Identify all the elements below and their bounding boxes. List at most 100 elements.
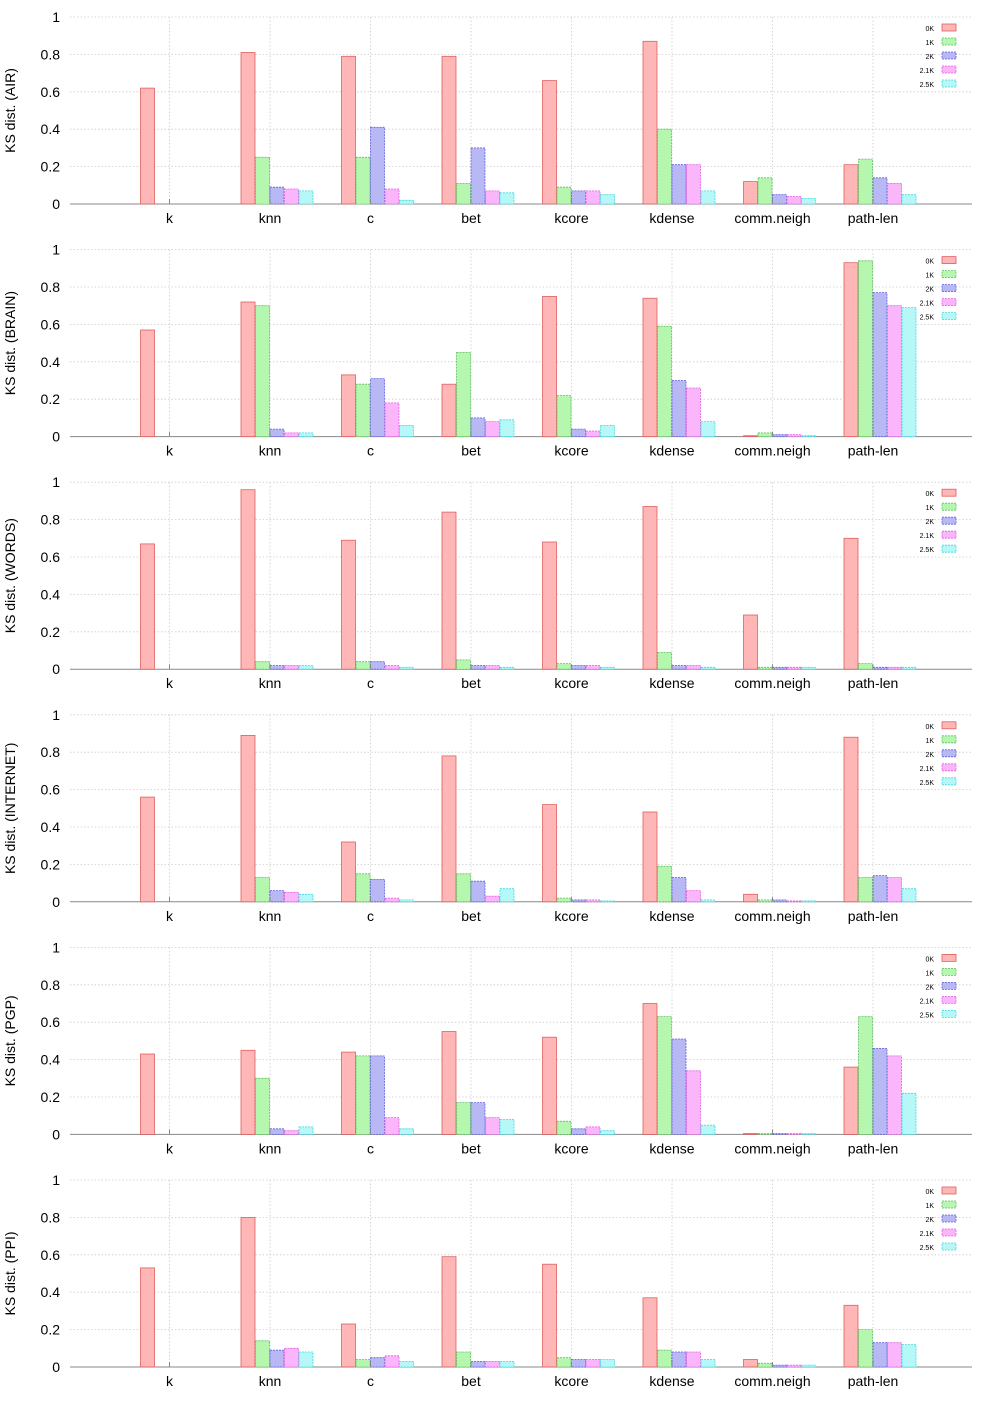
x-tick-label: kcore — [554, 443, 588, 459]
bar-2.5K-bet — [499, 888, 515, 903]
bar-1K-kcore — [556, 395, 572, 437]
bar-2.1K-c — [384, 1117, 400, 1135]
bar-2.1K-knn — [284, 665, 299, 670]
bar-2K-knn — [269, 665, 285, 670]
x-tick-label: path-len — [848, 210, 899, 226]
chart-panel-3: 0 0.2 0.4 0.6 0.8 1 k knn c bet kcore kdense comm.ne… — [2, 474, 972, 691]
legend-label: 0K — [925, 259, 934, 266]
bar-1K-c — [355, 1055, 371, 1135]
y-tick-label: 0.2 — [41, 1322, 61, 1338]
bar-1K-comm.neigh — [757, 1133, 773, 1135]
y-tick-label: 0.6 — [41, 316, 61, 332]
bar-2K-knn — [269, 1128, 285, 1135]
legend-label: 2.1K — [920, 1231, 935, 1238]
bar-2.5K-kdense — [700, 421, 716, 438]
legend-label: 2.5K — [920, 82, 935, 89]
y-tick-label: 0.4 — [41, 354, 61, 370]
bar-2K-knn — [269, 186, 285, 205]
bar-2.5K-comm.neigh — [801, 666, 816, 670]
bar-2K-bet — [470, 1102, 486, 1135]
legend-swatch — [941, 298, 957, 307]
legend-swatch — [941, 763, 957, 772]
chart-panel-5: 0 0.2 0.4 0.6 0.8 1 k knn c bet kcore kdense comm.ne… — [2, 939, 972, 1156]
bar-2.1K-path-len — [887, 305, 902, 438]
bar-2.5K-bet — [499, 419, 515, 437]
bar-1K-c — [355, 383, 371, 438]
bar-2.5K-path-len — [901, 1344, 917, 1368]
x-tick-label: k — [166, 908, 174, 924]
bar-2.1K-kcore — [585, 665, 601, 670]
bar-0K-kcore — [542, 295, 557, 438]
y-tick-label: 0.8 — [41, 744, 61, 760]
bar-1K-knn — [255, 1077, 270, 1135]
bar-2.1K-kdense — [686, 890, 701, 903]
bar-2.5K-knn — [298, 665, 314, 670]
y-axis-title: KS dist. (PGP) — [2, 995, 18, 1086]
legend-swatch — [941, 270, 957, 279]
bar-2.1K-c — [384, 188, 400, 205]
bar-2.1K-comm.neigh — [786, 666, 802, 670]
legend-label: 1K — [925, 273, 934, 280]
bar-2.5K-kdense — [700, 899, 716, 903]
bar-2.5K-kdense — [700, 190, 716, 205]
x-tick-label: kcore — [554, 210, 588, 226]
bar-2.5K-comm.neigh — [801, 435, 816, 438]
legend-label: 0K — [925, 956, 934, 963]
x-tick-label: knn — [259, 210, 282, 226]
bar-1K-comm.neigh — [757, 432, 773, 437]
bar-2.5K-comm.neigh — [801, 1364, 816, 1368]
bar-0K-bet — [441, 511, 457, 670]
x-tick-label: c — [367, 908, 374, 924]
legend-swatch — [941, 79, 957, 88]
bar-2.5K-knn — [298, 893, 314, 903]
bar-2.5K-kcore — [600, 1359, 615, 1368]
bar-0K-c — [341, 1051, 356, 1135]
y-tick-label: 0.6 — [41, 1247, 61, 1263]
bar-2K-kdense — [671, 877, 687, 903]
y-axis-title: KS dist. (AIR) — [2, 68, 18, 153]
y-tick-label: 1 — [52, 707, 60, 723]
bar-2K-knn — [269, 428, 285, 438]
bar-2K-c — [370, 661, 385, 670]
bar-0K-knn — [240, 1217, 256, 1368]
bar-2.5K-bet — [499, 666, 515, 670]
bar-2.1K-comm.neigh — [786, 1364, 802, 1368]
bar-2.1K-path-len — [887, 1055, 902, 1135]
bar-0K-kcore — [542, 541, 557, 670]
bar-2.1K-kdense — [686, 1351, 701, 1368]
x-tick-label: kcore — [554, 908, 588, 924]
legend-swatch — [941, 1186, 957, 1195]
bar-2K-bet — [470, 147, 486, 205]
bar-1K-kdense — [657, 865, 672, 903]
x-tick-label: bet — [461, 1373, 481, 1389]
bar-2.5K-knn — [298, 190, 314, 205]
legend-label: 0K — [925, 724, 934, 731]
bar-2.5K-c — [399, 199, 414, 205]
x-tick-label: kcore — [554, 1140, 588, 1156]
bar-2.5K-kdense — [700, 1359, 716, 1368]
bar-0K-k — [140, 796, 155, 903]
x-tick-label: bet — [461, 443, 481, 459]
bar-1K-kdense — [657, 325, 672, 437]
bar-2.5K-bet — [499, 1119, 515, 1135]
x-tick-label: c — [367, 210, 374, 226]
x-tick-label: k — [166, 210, 174, 226]
legend-swatch — [941, 1242, 957, 1251]
bar-2K-c — [370, 1055, 385, 1135]
bar-2.1K-comm.neigh — [786, 900, 802, 903]
bar-1K-comm.neigh — [757, 177, 773, 205]
bar-2.1K-path-len — [887, 666, 902, 670]
y-tick-label: 0 — [52, 196, 60, 212]
bar-2.5K-c — [399, 424, 414, 437]
x-tick-label: path-len — [848, 1140, 899, 1156]
bar-2.5K-comm.neigh — [801, 197, 816, 205]
bar-0K-c — [341, 539, 356, 670]
bar-2K-kdense — [671, 1038, 687, 1135]
bar-2.5K-path-len — [901, 307, 917, 438]
y-tick-label: 0 — [52, 1359, 60, 1375]
y-tick-label: 0 — [52, 429, 60, 445]
bar-1K-knn — [255, 305, 270, 438]
legend-label: 1K — [925, 738, 934, 745]
bar-1K-kcore — [556, 186, 572, 205]
